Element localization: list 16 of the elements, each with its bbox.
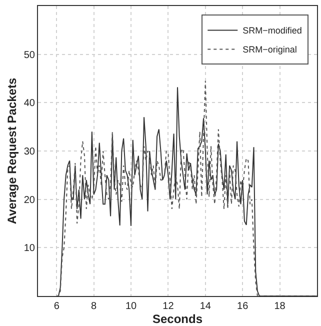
- x-tick-label: 12: [162, 301, 174, 312]
- y-tick-label: 50: [24, 50, 36, 61]
- y-tick-label: 20: [24, 194, 36, 206]
- y-axis-title: Average Request Packets: [5, 78, 20, 224]
- y-tick-label: 30: [24, 146, 36, 158]
- x-tick-label: 16: [237, 301, 249, 312]
- legend-label: SRM−modified: [242, 26, 302, 36]
- x-tick-label: 18: [274, 301, 286, 312]
- x-axis-title: Seconds: [152, 312, 203, 326]
- legend-label: SRM−original: [242, 44, 297, 55]
- x-tick-label: 10: [125, 301, 137, 312]
- y-tick-label: 10: [24, 243, 36, 254]
- x-tick-label: 6: [54, 301, 60, 312]
- y-tick-label: 40: [24, 98, 36, 110]
- x-tick-label: 14: [200, 301, 212, 312]
- x-tick-label: 8: [91, 301, 98, 312]
